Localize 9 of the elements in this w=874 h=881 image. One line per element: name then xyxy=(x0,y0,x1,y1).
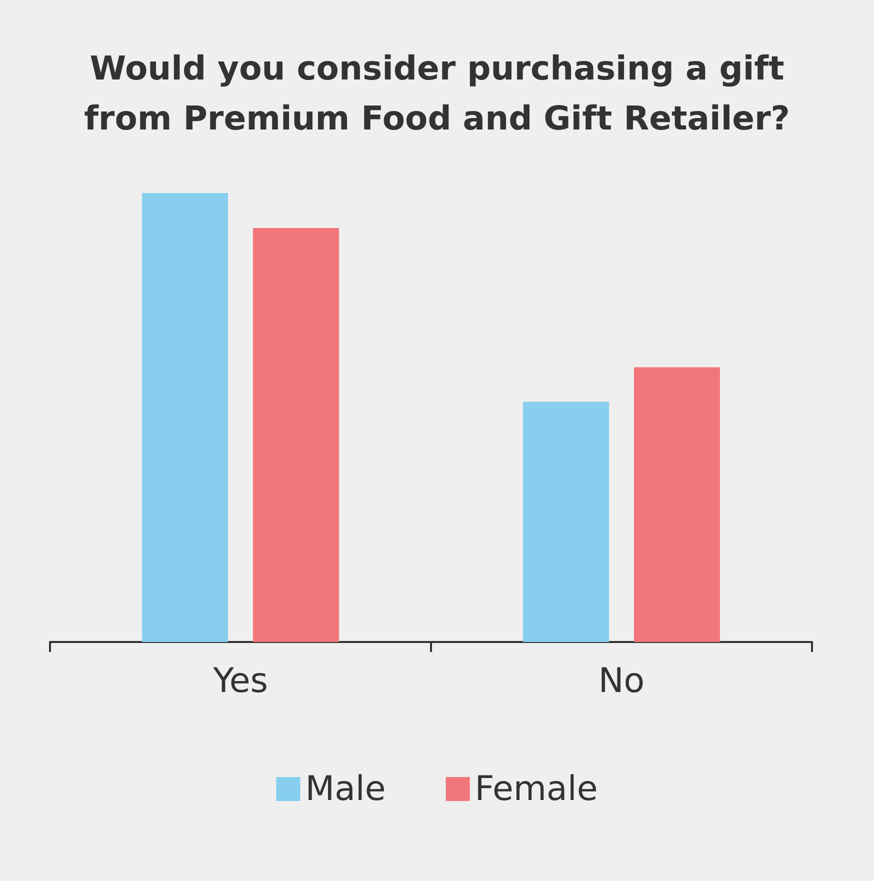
x-tick-label: No xyxy=(598,661,645,701)
bar xyxy=(252,228,339,642)
legend-label: Female xyxy=(474,769,598,809)
bar xyxy=(634,367,720,642)
bar xyxy=(142,193,228,642)
bar xyxy=(523,402,610,642)
x-tick-label: Yes xyxy=(212,661,268,701)
chart-title: Would you consider purchasing a gift from Premium Food and Gift Retailer? xyxy=(84,48,790,138)
legend-label: Male xyxy=(305,769,386,809)
